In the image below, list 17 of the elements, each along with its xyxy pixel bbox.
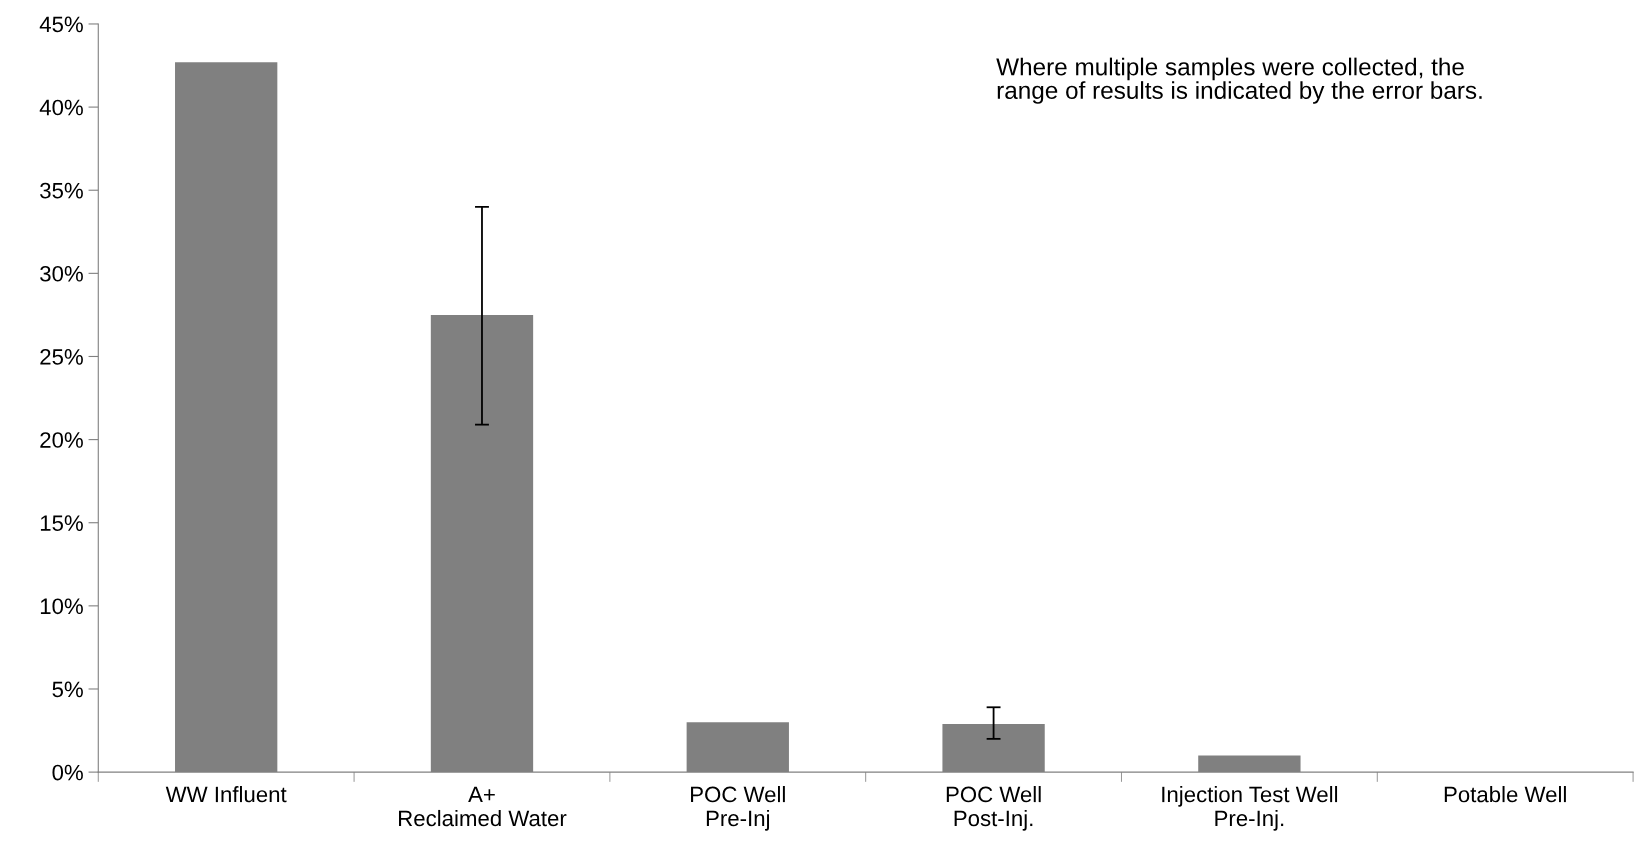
y-tick-label: 20% (40, 432, 83, 448)
y-tick-label: 30% (40, 265, 83, 282)
y-tick-label: 25% (40, 349, 83, 365)
x-tick-label: WW Influent (165, 786, 287, 803)
annotation: Where multiple samples were collected, the range of results is indicated by the error bars. (996, 57, 1482, 104)
y-tick-label: 15% (40, 515, 83, 531)
y-tick-label: 10% (40, 598, 83, 615)
y-tick-label: 45% (39, 16, 83, 33)
y-tick-label: 35% (40, 182, 83, 199)
x-tick-label: Injection Test Well Pre-Inj. (1162, 786, 1338, 831)
x-tick-label: A+ Reclaimed Water (399, 786, 567, 827)
x-tick-label: Potable Well (1444, 786, 1566, 803)
x-tick-label: POC Well Post-Inj. (946, 786, 1041, 831)
y-tick-label: 0% (52, 764, 83, 781)
y-tick-label: 5% (52, 681, 83, 698)
x-tick-label: POC Well Pre-Inj (691, 786, 785, 831)
y-tick-label: 40% (39, 99, 83, 116)
